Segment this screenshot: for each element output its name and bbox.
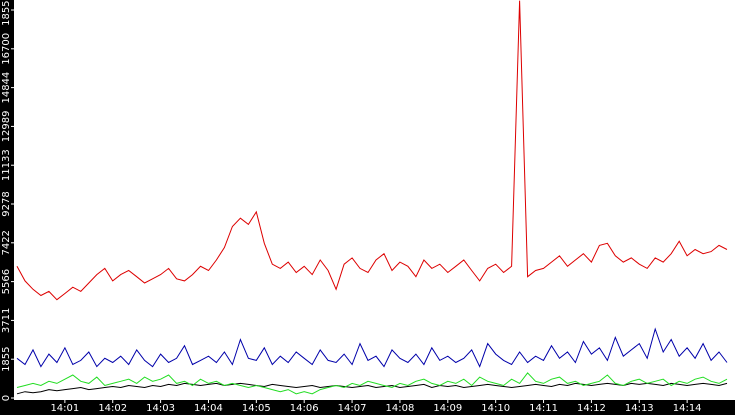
series-line: [16, 327, 728, 368]
x-tick-label: 14:07: [338, 403, 367, 414]
x-tick-label: 14:12: [577, 403, 606, 414]
x-tick-label: 14:14: [673, 403, 702, 414]
y-tick-label: 5566: [1, 269, 12, 294]
y-tick-label: 16700: [1, 33, 12, 65]
x-tick-label: 14:09: [433, 403, 462, 414]
y-tick-label: 14844: [1, 72, 12, 104]
series-line: [16, 372, 728, 395]
x-tick-label: 14:05: [242, 403, 271, 414]
y-tick-label: 12989: [1, 110, 12, 142]
y-tick-label: 3711: [1, 308, 12, 333]
y-tick-label: 1855: [1, 346, 12, 371]
y-axis-bar: [0, 0, 14, 415]
series-line: [16, 382, 728, 395]
x-axis-bar: [0, 400, 735, 415]
x-tick-label: 14:02: [98, 403, 127, 414]
x-tick-label: 14:03: [146, 403, 175, 414]
y-tick-label: 9278: [1, 191, 12, 216]
y-tick-label: 0: [1, 395, 12, 401]
x-tick-label: 14:11: [529, 403, 558, 414]
x-tick-label: 14:13: [625, 403, 654, 414]
x-tick-label: 14:08: [386, 403, 415, 414]
x-tick-label: 14:06: [290, 403, 319, 414]
series-line: [16, 0, 728, 301]
y-tick-label: 18556: [1, 0, 12, 26]
y-tick-label: 11133: [1, 149, 12, 181]
y-tick-label: 7422: [1, 230, 12, 255]
x-tick-label: 14:01: [50, 403, 79, 414]
x-tick-label: 14:10: [481, 403, 510, 414]
x-tick-label: 14:04: [194, 403, 223, 414]
